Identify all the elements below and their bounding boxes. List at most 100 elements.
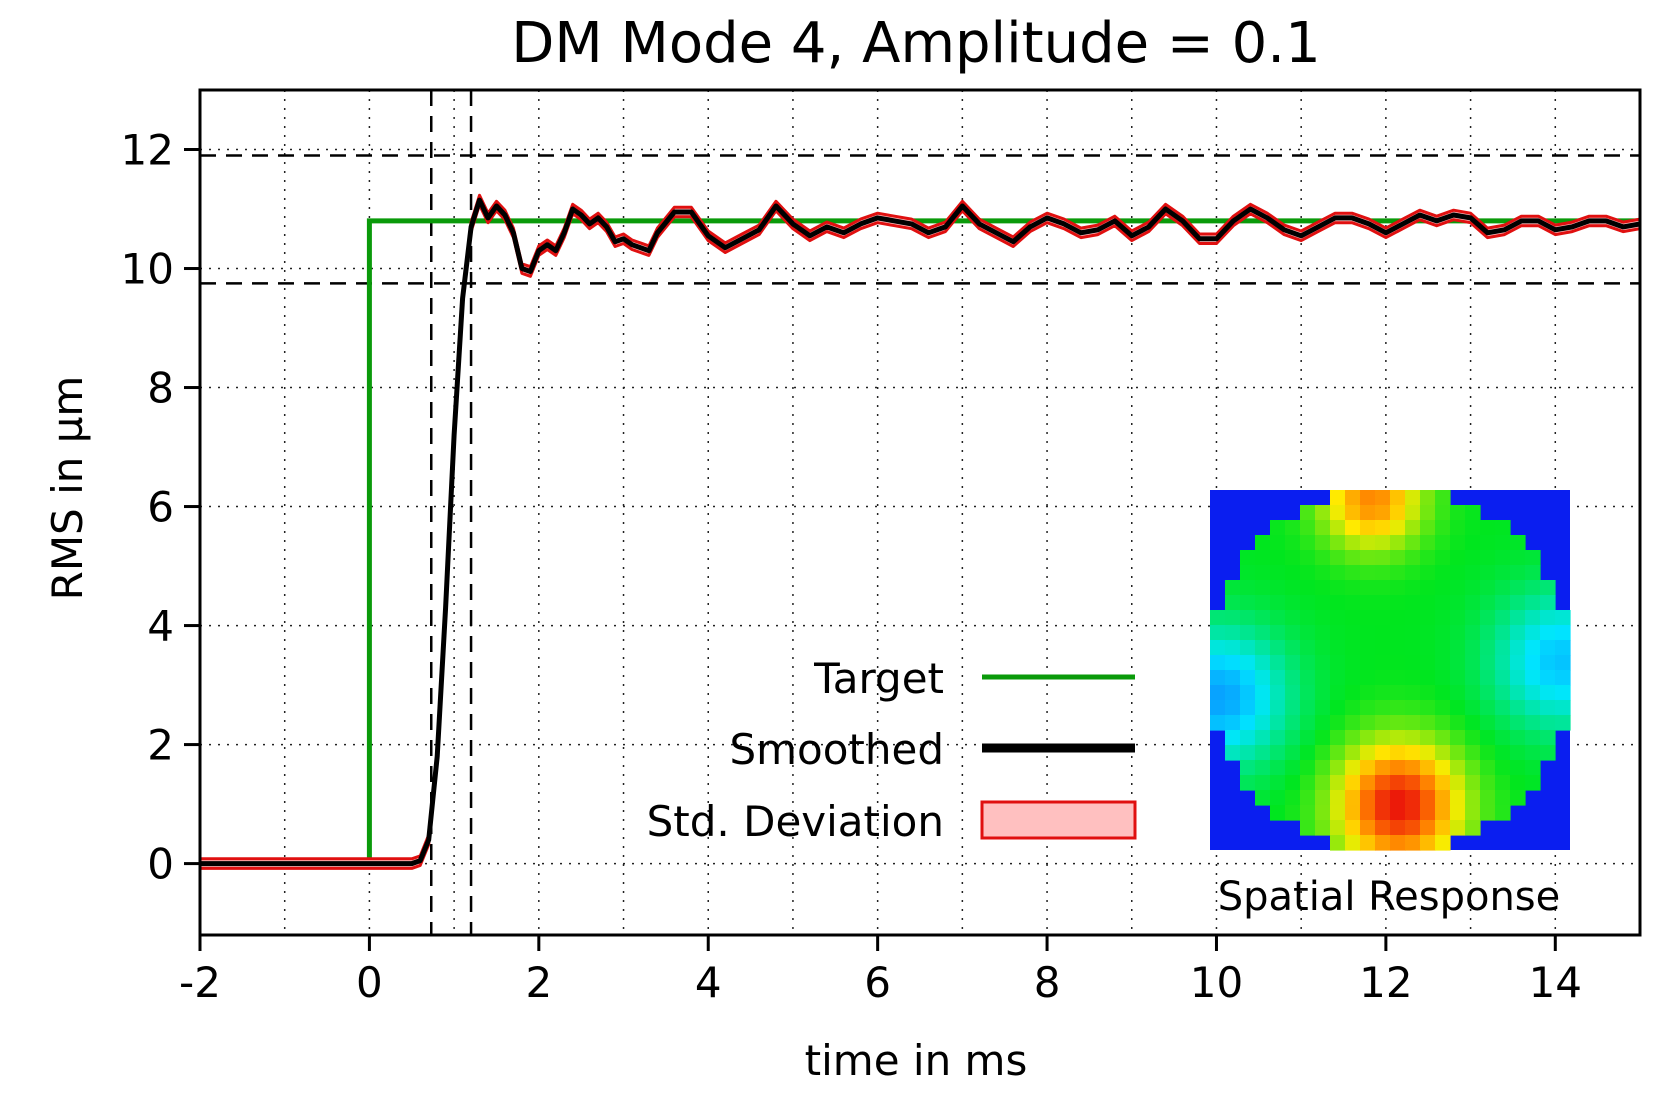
spatial-map-pixel [1240, 745, 1256, 761]
spatial-map-pixel [1270, 610, 1286, 626]
y-tick-label: 4 [147, 602, 174, 651]
spatial-map-pixel [1405, 550, 1421, 566]
spatial-map-pixel [1510, 670, 1526, 686]
spatial-map-pixel [1270, 805, 1286, 821]
spatial-map-pixel [1375, 595, 1391, 611]
spatial-map-pixel [1315, 820, 1331, 836]
spatial-map-pixel [1315, 685, 1331, 701]
spatial-map-pixel [1420, 760, 1436, 776]
spatial-map-pixel [1255, 595, 1271, 611]
spatial-map-pixel [1525, 595, 1541, 611]
spatial-map-pixel [1300, 820, 1316, 836]
spatial-map-pixel [1390, 805, 1406, 821]
y-tick-label: 10 [121, 245, 174, 294]
spatial-map-pixel [1270, 730, 1286, 746]
spatial-map-pixel [1465, 745, 1481, 761]
spatial-map-pixel [1330, 745, 1346, 761]
spatial-map-pixel [1315, 715, 1331, 731]
spatial-map-pixel [1330, 505, 1346, 521]
spatial-map-pixel [1360, 685, 1376, 701]
spatial-map-pixel [1375, 625, 1391, 641]
y-tick-label: 0 [147, 840, 174, 889]
spatial-map-pixel [1255, 640, 1271, 656]
spatial-map-pixel [1285, 535, 1301, 551]
spatial-map-pixel [1465, 595, 1481, 611]
spatial-map-pixel [1465, 505, 1481, 521]
spatial-map-pixel [1435, 625, 1451, 641]
spatial-map-pixel [1495, 700, 1511, 716]
spatial-map-pixel [1405, 490, 1421, 506]
spatial-map-pixel [1540, 670, 1556, 686]
spatial-map-pixel [1285, 655, 1301, 671]
spatial-map-pixel [1390, 610, 1406, 626]
spatial-map-pixel [1345, 700, 1361, 716]
x-tick-label: -2 [179, 958, 221, 1007]
spatial-map-pixel [1495, 520, 1511, 536]
spatial-map-pixel [1375, 520, 1391, 536]
spatial-map-pixel [1330, 805, 1346, 821]
spatial-map-pixel [1450, 625, 1466, 641]
spatial-map-pixel [1405, 580, 1421, 596]
spatial-map-pixel [1375, 805, 1391, 821]
spatial-map-pixel [1450, 565, 1466, 581]
spatial-map-pixel [1240, 670, 1256, 686]
spatial-map-pixel [1465, 610, 1481, 626]
spatial-map-pixel [1390, 550, 1406, 566]
spatial-map-pixel [1480, 580, 1496, 596]
spatial-map-pixel [1300, 790, 1316, 806]
y-tick-label: 2 [147, 721, 174, 770]
y-tick-label: 8 [147, 364, 174, 413]
spatial-map-pixel [1315, 520, 1331, 536]
spatial-map-pixel [1390, 535, 1406, 551]
spatial-map-pixel [1540, 625, 1556, 641]
spatial-map-pixel [1210, 670, 1226, 686]
spatial-map-pixel [1495, 790, 1511, 806]
spatial-map-pixel [1330, 580, 1346, 596]
spatial-map-pixel [1435, 805, 1451, 821]
spatial-map-pixel [1285, 550, 1301, 566]
spatial-map-pixel [1420, 745, 1436, 761]
spatial-map-pixel [1270, 790, 1286, 806]
spatial-map-pixel [1210, 700, 1226, 716]
spatial-map-pixel [1360, 670, 1376, 686]
spatial-map-pixel [1450, 580, 1466, 596]
spatial-map-pixel [1465, 535, 1481, 551]
series-line-smoothed [200, 197, 1641, 867]
spatial-map-pixel [1480, 625, 1496, 641]
spatial-map-pixel [1300, 805, 1316, 821]
spatial-map-pixel [1285, 565, 1301, 581]
spatial-map-pixel [1390, 820, 1406, 836]
spatial-map-pixel [1405, 625, 1421, 641]
spatial-map-pixel [1375, 775, 1391, 791]
spatial-map-pixel [1420, 520, 1436, 536]
spatial-map-pixel [1255, 775, 1271, 791]
spatial-map-pixel [1375, 505, 1391, 521]
spatial-map-pixel [1210, 640, 1226, 656]
spatial-map-pixel [1405, 685, 1421, 701]
spatial-map-pixel [1435, 505, 1451, 521]
x-axis-ticks: -2 0 2 4 6 8 10 12 14 [179, 935, 1582, 1007]
spatial-map-pixel [1330, 625, 1346, 641]
spatial-map-pixel [1435, 655, 1451, 671]
spatial-map-pixel [1360, 760, 1376, 776]
spatial-response-map [1210, 490, 1571, 851]
spatial-map-pixel [1450, 730, 1466, 746]
spatial-map-pixel [1315, 655, 1331, 671]
spatial-map-pixel [1510, 775, 1526, 791]
spatial-map-pixel [1465, 670, 1481, 686]
spatial-map-pixel [1300, 760, 1316, 776]
spatial-map-pixel [1225, 670, 1241, 686]
spatial-map-pixel [1330, 715, 1346, 731]
spatial-map-pixel [1330, 670, 1346, 686]
spatial-map-pixel [1390, 520, 1406, 536]
spatial-map-pixel [1510, 685, 1526, 701]
spatial-map-pixel [1345, 670, 1361, 686]
spatial-map-pixel [1540, 700, 1556, 716]
spatial-map-pixel [1375, 820, 1391, 836]
spatial-map-pixel [1495, 595, 1511, 611]
spatial-map-pixel [1270, 685, 1286, 701]
spatial-map-pixel [1480, 535, 1496, 551]
spatial-map-pixel [1540, 640, 1556, 656]
spatial-map-pixel [1330, 490, 1346, 506]
spatial-map-pixel [1435, 700, 1451, 716]
